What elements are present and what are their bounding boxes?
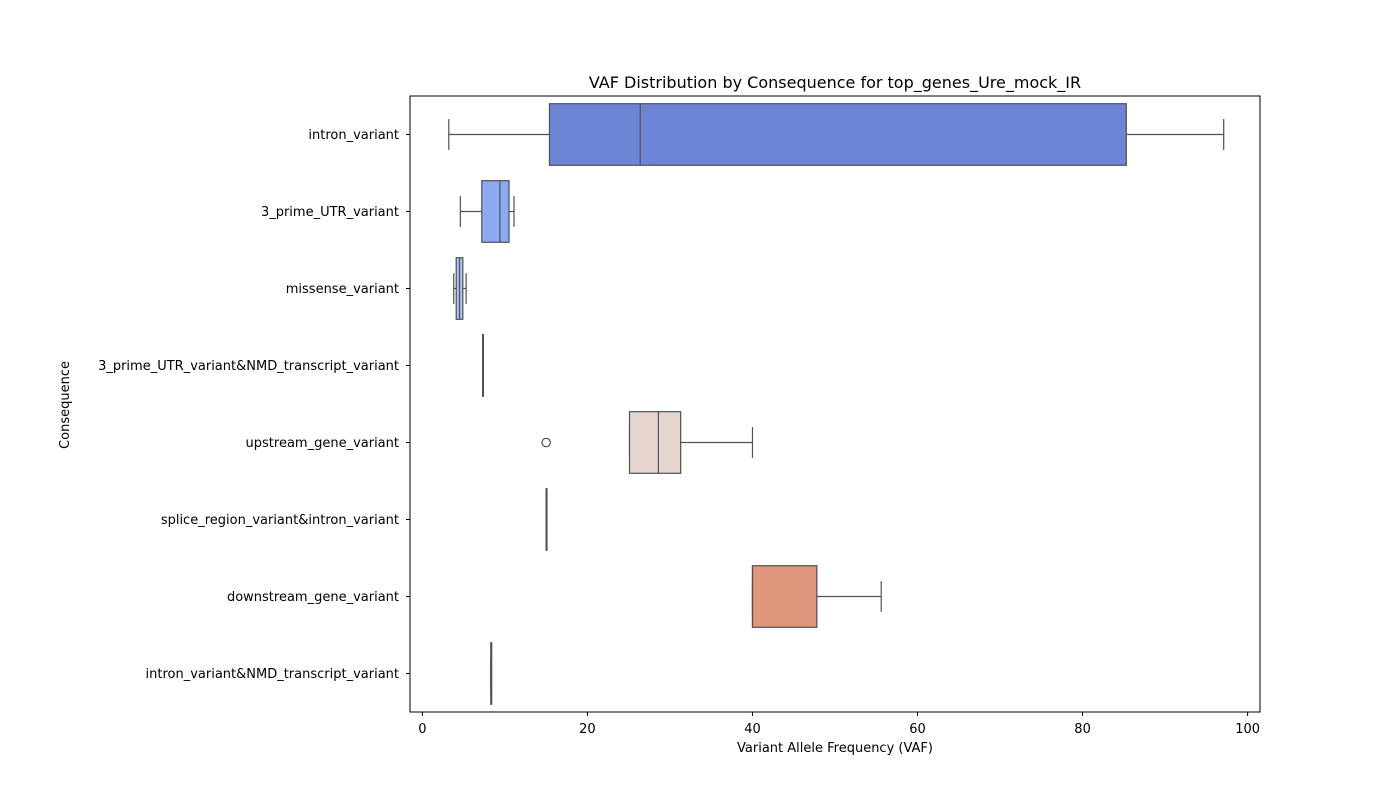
y-tick-label: 3_prime_UTR_variant xyxy=(261,205,399,220)
outlier-point xyxy=(541,437,551,448)
box-iqr xyxy=(751,565,818,628)
box-iqr xyxy=(628,411,682,474)
box-iqr xyxy=(548,103,1127,166)
x-tick-label: 40 xyxy=(744,722,761,737)
box-iqr xyxy=(481,180,510,243)
y-tick-label: missense_variant xyxy=(286,282,399,297)
x-tick-label: 20 xyxy=(579,722,596,737)
x-tick-label: 100 xyxy=(1235,722,1260,737)
y-axis-label: Consequence xyxy=(58,361,73,449)
y-tick-label: intron_variant&NMD_transcript_variant xyxy=(146,667,400,682)
y-tick-label: intron_variant xyxy=(308,128,399,143)
y-tick-label: splice_region_variant&intron_variant xyxy=(161,513,399,528)
y-tick-label: downstream_gene_variant xyxy=(227,590,399,605)
chart-title: VAF Distribution by Consequence for top_… xyxy=(589,73,1081,93)
x-tick-label: 0 xyxy=(418,722,426,737)
y-tick-label: upstream_gene_variant xyxy=(246,436,399,451)
x-axis-label: Variant Allele Frequency (VAF) xyxy=(737,741,933,756)
y-tick-label: 3_prime_UTR_variant&NMD_transcript_varia… xyxy=(98,359,399,374)
plot-frame xyxy=(409,95,1261,713)
x-tick-label: 60 xyxy=(909,722,926,737)
x-tick-label: 80 xyxy=(1074,722,1091,737)
